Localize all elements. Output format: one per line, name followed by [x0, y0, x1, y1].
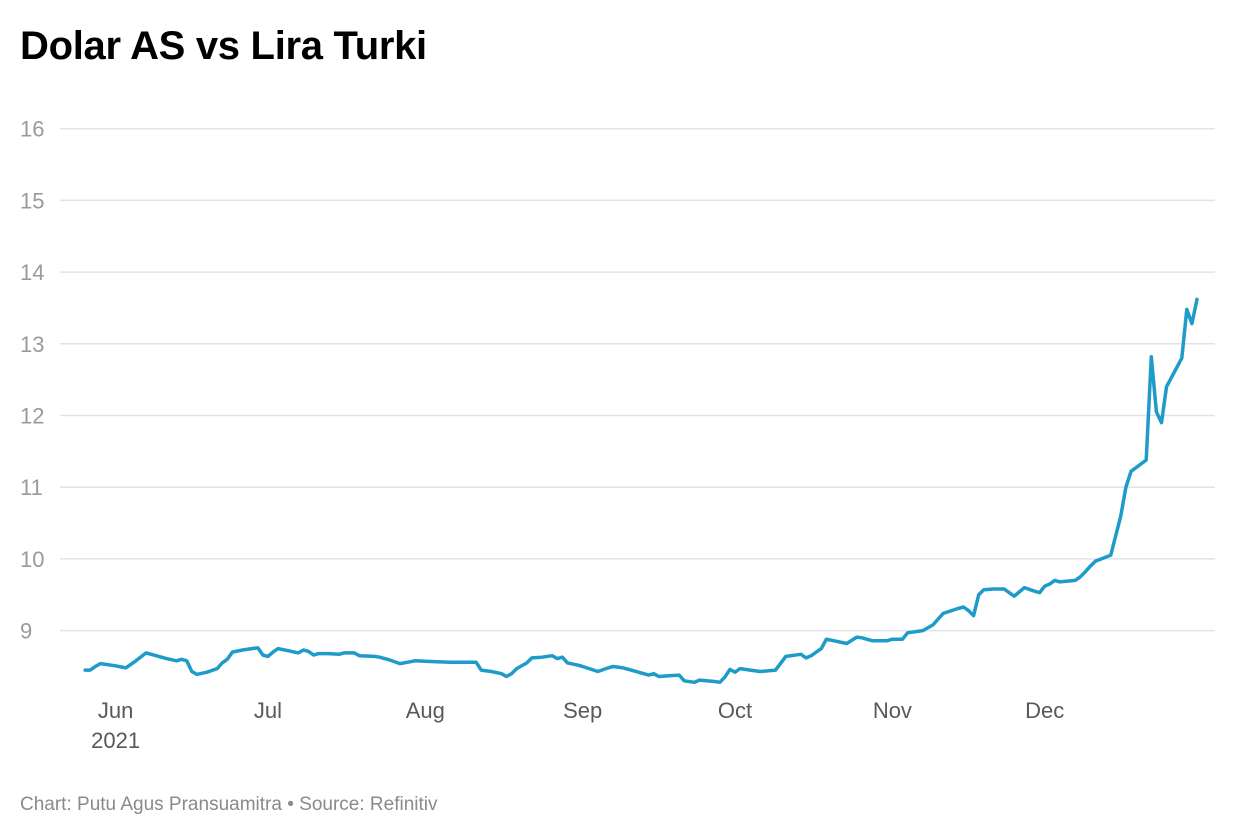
y-tick-label: 14: [20, 260, 44, 285]
y-tick-label: 11: [20, 475, 43, 500]
x-tick-label: Sep: [563, 698, 602, 723]
y-tick-label: 10: [20, 547, 44, 572]
credit-text: Putu Agus Pransuamitra: [77, 794, 282, 815]
x-axis-ticks: Jun 2021 Jul Aug Sep Oct Nov Dec: [91, 698, 1064, 753]
chart-title: Dolar AS vs Lira Turki: [20, 24, 427, 68]
line-chart: 9 10 11 12 13 14 15 16 Jun 2021 Jul Aug Sep Oct Nov De…: [20, 117, 1215, 753]
y-tick-label: 15: [20, 188, 44, 213]
x-tick-label: Dec: [1025, 698, 1064, 723]
y-tick-label: 12: [20, 404, 44, 429]
footer-separator: •: [287, 794, 294, 815]
y-tick-label: 9: [20, 619, 32, 644]
y-axis-ticks: 9 10 11 12 13 14 15 16: [20, 117, 44, 644]
x-tick-label: Oct: [718, 698, 752, 723]
source-text: Refinitiv: [369, 794, 438, 815]
x-tick-sublabel: 2021: [91, 728, 140, 753]
chart-footer: Chart: Putu Agus Pransuamitra • Source: …: [20, 794, 437, 816]
y-tick-label: 16: [20, 117, 44, 142]
x-tick-label: Jul: [254, 698, 282, 723]
x-tick-label: Aug: [406, 698, 445, 723]
gridlines: [60, 127, 1215, 632]
x-tick-label: Jun: [98, 698, 133, 723]
source-label: Source:: [299, 794, 365, 815]
series-line: [83, 297, 1199, 685]
credit-label: Chart:: [20, 794, 72, 815]
y-tick-label: 13: [20, 332, 44, 357]
x-tick-label: Nov: [873, 698, 912, 723]
series-layer: [83, 297, 1199, 685]
